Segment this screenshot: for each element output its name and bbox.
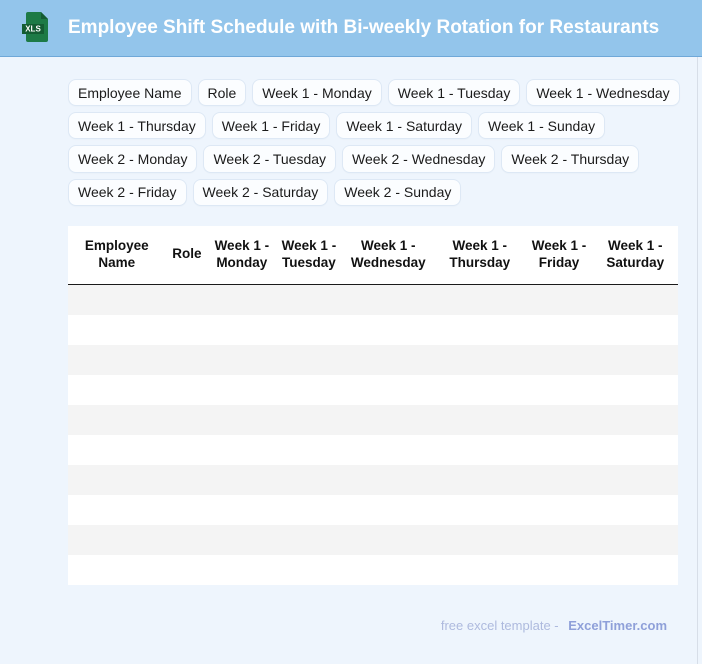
svg-text:XLS: XLS [25, 25, 41, 34]
